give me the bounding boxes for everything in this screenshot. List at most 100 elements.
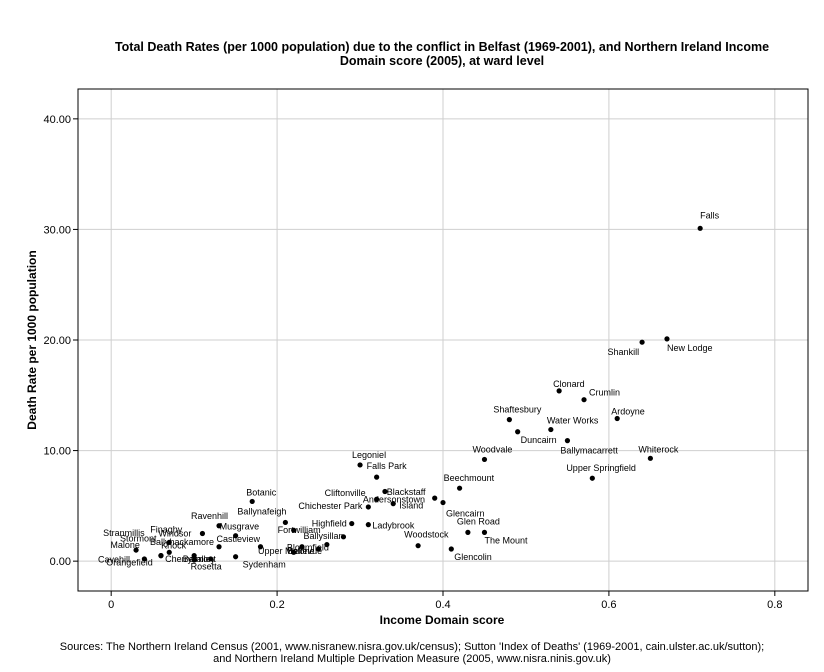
source-line2: and Northern Ireland Multiple Deprivatio… [213, 653, 611, 665]
data-point [374, 496, 380, 502]
x-tick-label: 0.2 [269, 599, 284, 611]
source-footer: Sources: The Northern Ireland Census (20… [0, 641, 824, 665]
point-label: Finaghy [150, 524, 183, 534]
data-point [233, 554, 239, 560]
point-label: Belmont [183, 554, 217, 564]
point-label: Glencolin [454, 552, 492, 562]
y-tick-label: 20.00 [43, 335, 71, 347]
data-point [548, 426, 554, 433]
point-label: Andersonstown [363, 494, 425, 504]
data-point [349, 520, 355, 527]
axes: 0 0.2 0.4 0.6 0.8 0.00 10.00 20.00 30.00 40.00 [43, 114, 782, 611]
data-point [440, 499, 446, 506]
point-label: Whiterock [638, 444, 679, 454]
data-point [291, 527, 297, 533]
point-label: Falls [700, 210, 720, 220]
y-tick-label: 10.00 [43, 446, 71, 458]
point-label: Castleview [217, 534, 261, 544]
data-point [191, 553, 197, 559]
source-line1: Sources: The Northern Ireland Census (20… [59, 641, 765, 653]
data-point [191, 557, 197, 563]
point-label: Glen Road [457, 516, 500, 526]
data-point [382, 488, 388, 495]
data-point [515, 429, 521, 435]
point-label: Ravenhill [191, 511, 228, 521]
point-label: Upper Springfield [566, 463, 636, 473]
data-point [556, 388, 562, 394]
point-label: Sydenham [243, 559, 286, 569]
data-point [199, 530, 206, 537]
point-label: Woodvale [472, 444, 512, 454]
point-label: Cherryvalley [165, 554, 216, 564]
point-label: Highfield [312, 519, 347, 529]
y-axis-title: Death Rate per 1000 population [25, 250, 39, 429]
point-label: Stranmillis [103, 528, 145, 538]
x-tick-label: 0.6 [601, 599, 616, 611]
data-point [324, 541, 330, 548]
point-label: Ballymacarrett [560, 446, 618, 456]
data-point [448, 546, 454, 552]
data-point [233, 533, 239, 539]
data-point [315, 546, 322, 552]
data-point [432, 495, 438, 501]
point-label: Musgrave [220, 522, 260, 532]
point-label: Cavehill [98, 555, 130, 565]
point-label: Ladybrook [372, 521, 415, 531]
point-label: Orangefield [106, 557, 153, 567]
point-label: Windsor [158, 529, 191, 539]
data-point [340, 534, 347, 540]
point-label: Legoniel [352, 450, 386, 460]
data-point [299, 544, 305, 550]
data-point [357, 462, 363, 468]
data-point [647, 455, 653, 461]
point-label: The Mount [484, 535, 528, 545]
data-point [481, 456, 488, 463]
data-point [374, 474, 380, 480]
data-point [133, 547, 139, 553]
data-point [589, 475, 595, 481]
data-point [365, 522, 371, 528]
data-point [257, 544, 264, 550]
data-point [249, 498, 255, 505]
y-tick-label: 40.00 [43, 114, 71, 126]
data-point [639, 339, 645, 345]
point-label: Shaftesbury [493, 405, 542, 415]
point-label: Duncairn [521, 435, 557, 445]
data-point [564, 438, 571, 444]
data-point [141, 556, 147, 562]
point-label: Woodstock [404, 530, 449, 540]
chart-title: Total Death Rates (per 1000 population) … [60, 40, 824, 68]
point-labels: Falls New Lodge Shankill Clonard Crumlin Ardo… [98, 210, 720, 571]
data-point [291, 549, 297, 555]
data-point [208, 556, 214, 562]
point-label: Ballysillan [303, 531, 343, 541]
point-label: Beechmount [444, 473, 495, 483]
data-point [465, 529, 471, 535]
x-tick-label: 0 [108, 599, 114, 611]
data-point [415, 543, 421, 549]
point-label: Island [399, 501, 423, 511]
point-label: Crumlin [589, 388, 620, 398]
point-label: Bloomfield [287, 543, 329, 553]
data-points [133, 225, 703, 563]
chart-title-line2: Domain score (2005), at ward level [339, 54, 545, 68]
data-point [506, 417, 512, 423]
x-tick-label: 0.8 [767, 599, 782, 611]
chart-title-line1: Total Death Rates (per 1000 population) … [114, 40, 770, 54]
grid-lines [78, 89, 808, 591]
point-label: Shankill [608, 347, 640, 357]
point-label: Ballynafeigh [237, 506, 286, 516]
x-tick-label: 0.4 [435, 599, 450, 611]
point-label: Cliftonville [325, 488, 366, 498]
point-label: Ardoyne [611, 407, 645, 417]
point-label: Upper Malone [258, 546, 315, 556]
data-point [697, 225, 703, 231]
point-label: Knock [161, 541, 187, 551]
point-label: New Lodge [667, 343, 713, 353]
data-point [158, 553, 164, 559]
y-tick-label: 0.00 [50, 556, 71, 568]
data-point [614, 415, 620, 422]
data-point [456, 485, 463, 491]
point-label: Blackstaff [387, 487, 426, 497]
